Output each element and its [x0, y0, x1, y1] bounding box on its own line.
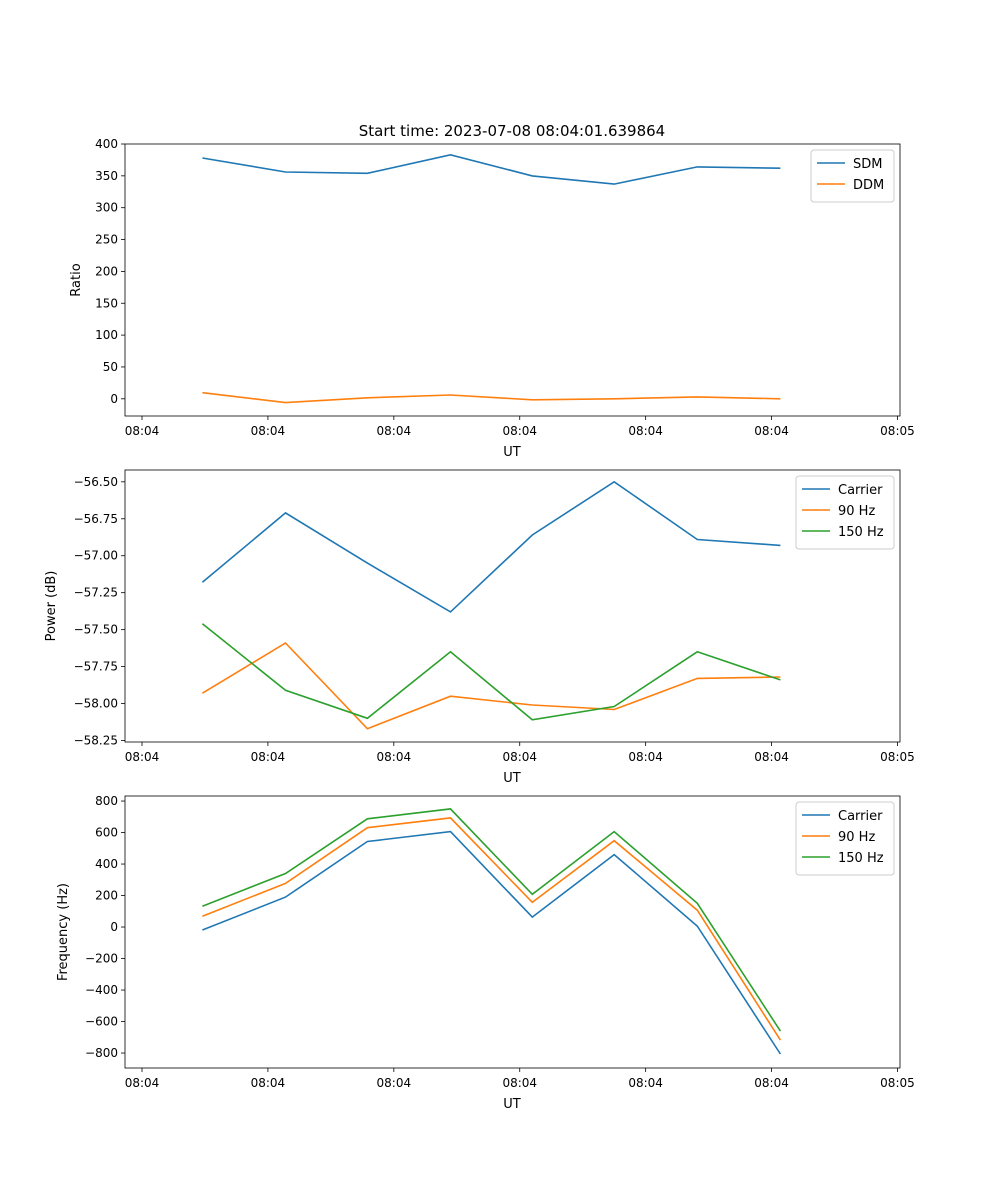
legend: Carrier 90 Hz 150 Hz	[795, 801, 895, 876]
y-tick-label: −400	[85, 983, 118, 997]
x-tick-label: 08:04	[125, 424, 160, 438]
y-tick-label: −57.75	[74, 660, 118, 674]
series-line-90-hz	[201, 641, 781, 730]
x-tick-label: 08:04	[251, 1076, 286, 1090]
y-tick-label: −57.25	[74, 586, 118, 600]
x-axis-label: UT	[503, 445, 521, 460]
y-tick-label: 600	[95, 826, 118, 840]
y-tick-label: −56.75	[74, 512, 118, 526]
legend-label: DDM	[853, 178, 884, 193]
y-tick-label: 300	[95, 201, 118, 215]
legend: Carrier 90 Hz 150 Hz	[795, 475, 895, 550]
x-tick-label: 08:04	[502, 424, 537, 438]
legend-label: SDM	[853, 157, 882, 172]
legend-label: Carrier	[838, 809, 883, 824]
x-tick-label: 08:04	[502, 750, 537, 764]
subplot-3: 08:04 08:04 08:04 08:04 08:04 08:04 08:05 −800 −…	[56, 794, 915, 1112]
axes-frame	[124, 469, 901, 743]
y-tick-label: 0	[110, 920, 118, 934]
x-tick-label: 08:04	[377, 1076, 412, 1090]
y-tick-label: 800	[95, 794, 118, 808]
series-line-150-hz	[202, 808, 782, 1032]
y-tick-label: 200	[95, 889, 118, 903]
y-axis-label: Frequency (Hz)	[56, 883, 71, 981]
series-line-carrier	[202, 830, 782, 1055]
x-tick-label: 08:04	[251, 750, 286, 764]
y-tick-label: −56.50	[74, 475, 118, 489]
x-tick-label: 08:04	[377, 424, 412, 438]
x-tick-label: 08:04	[502, 1076, 537, 1090]
subplot-2: 08:04 08:04 08:04 08:04 08:04 08:04 08:05 −58.2…	[44, 469, 915, 786]
y-tick-label: −57.50	[74, 623, 118, 637]
y-tick-label: −58.00	[74, 697, 118, 711]
y-tick-label: 400	[95, 137, 118, 151]
x-tick-label: 08:04	[125, 1076, 160, 1090]
x-tick-label: 08:04	[754, 1076, 789, 1090]
legend-label: 90 Hz	[838, 504, 875, 519]
x-tick-label: 08:05	[880, 424, 915, 438]
y-tick-label: −200	[85, 952, 118, 966]
x-tick-label: 08:04	[628, 1076, 663, 1090]
legend-label: 150 Hz	[838, 525, 884, 540]
chart-title: Start time: 2023-07-08 08:04:01.639864	[359, 122, 665, 140]
y-tick-label: −600	[85, 1015, 118, 1029]
y-tick-label: 100	[95, 328, 118, 342]
legend-label: 150 Hz	[838, 851, 884, 866]
y-tick-label: 400	[95, 857, 118, 871]
y-tick-label: 50	[103, 360, 118, 374]
x-tick-label: 08:04	[754, 424, 789, 438]
x-tick-label: 08:04	[628, 750, 663, 764]
series-line-150-hz	[201, 623, 781, 721]
y-tick-label: −800	[85, 1046, 118, 1060]
series-line-ddm	[202, 391, 781, 404]
series-line-sdm	[202, 153, 781, 185]
series-line-carrier	[201, 480, 781, 613]
y-axis-label: Ratio	[69, 263, 84, 296]
x-tick-label: 08:04	[251, 424, 286, 438]
y-axis-label: Power (dB)	[44, 571, 59, 642]
y-tick-label: −57.00	[74, 549, 118, 563]
x-axis-label: UT	[503, 771, 521, 786]
x-tick-label: 08:04	[125, 750, 160, 764]
subplot-1: 08:04 08:04 08:04 08:04 08:04 08:04 08:05 0 50 10…	[69, 137, 915, 460]
y-tick-label: −58.25	[74, 734, 118, 748]
x-tick-label: 08:05	[880, 750, 915, 764]
axes-frame	[124, 143, 901, 417]
x-tick-label: 08:04	[377, 750, 412, 764]
x-tick-label: 08:04	[628, 424, 663, 438]
y-tick-label: 200	[95, 264, 118, 278]
x-tick-label: 08:04	[754, 750, 789, 764]
y-tick-label: 150	[95, 296, 118, 310]
legend: SDM DDM	[810, 149, 895, 203]
y-tick-label: 250	[95, 233, 118, 247]
y-tick-label: 350	[95, 169, 118, 183]
legend-label: Carrier	[838, 483, 883, 498]
series-line-90-hz	[202, 817, 782, 1041]
legend-label: 90 Hz	[838, 830, 875, 845]
axes-frame	[124, 795, 901, 1069]
x-tick-label: 08:05	[880, 1076, 915, 1090]
y-tick-label: 0	[110, 392, 118, 406]
x-axis-label: UT	[503, 1097, 521, 1112]
